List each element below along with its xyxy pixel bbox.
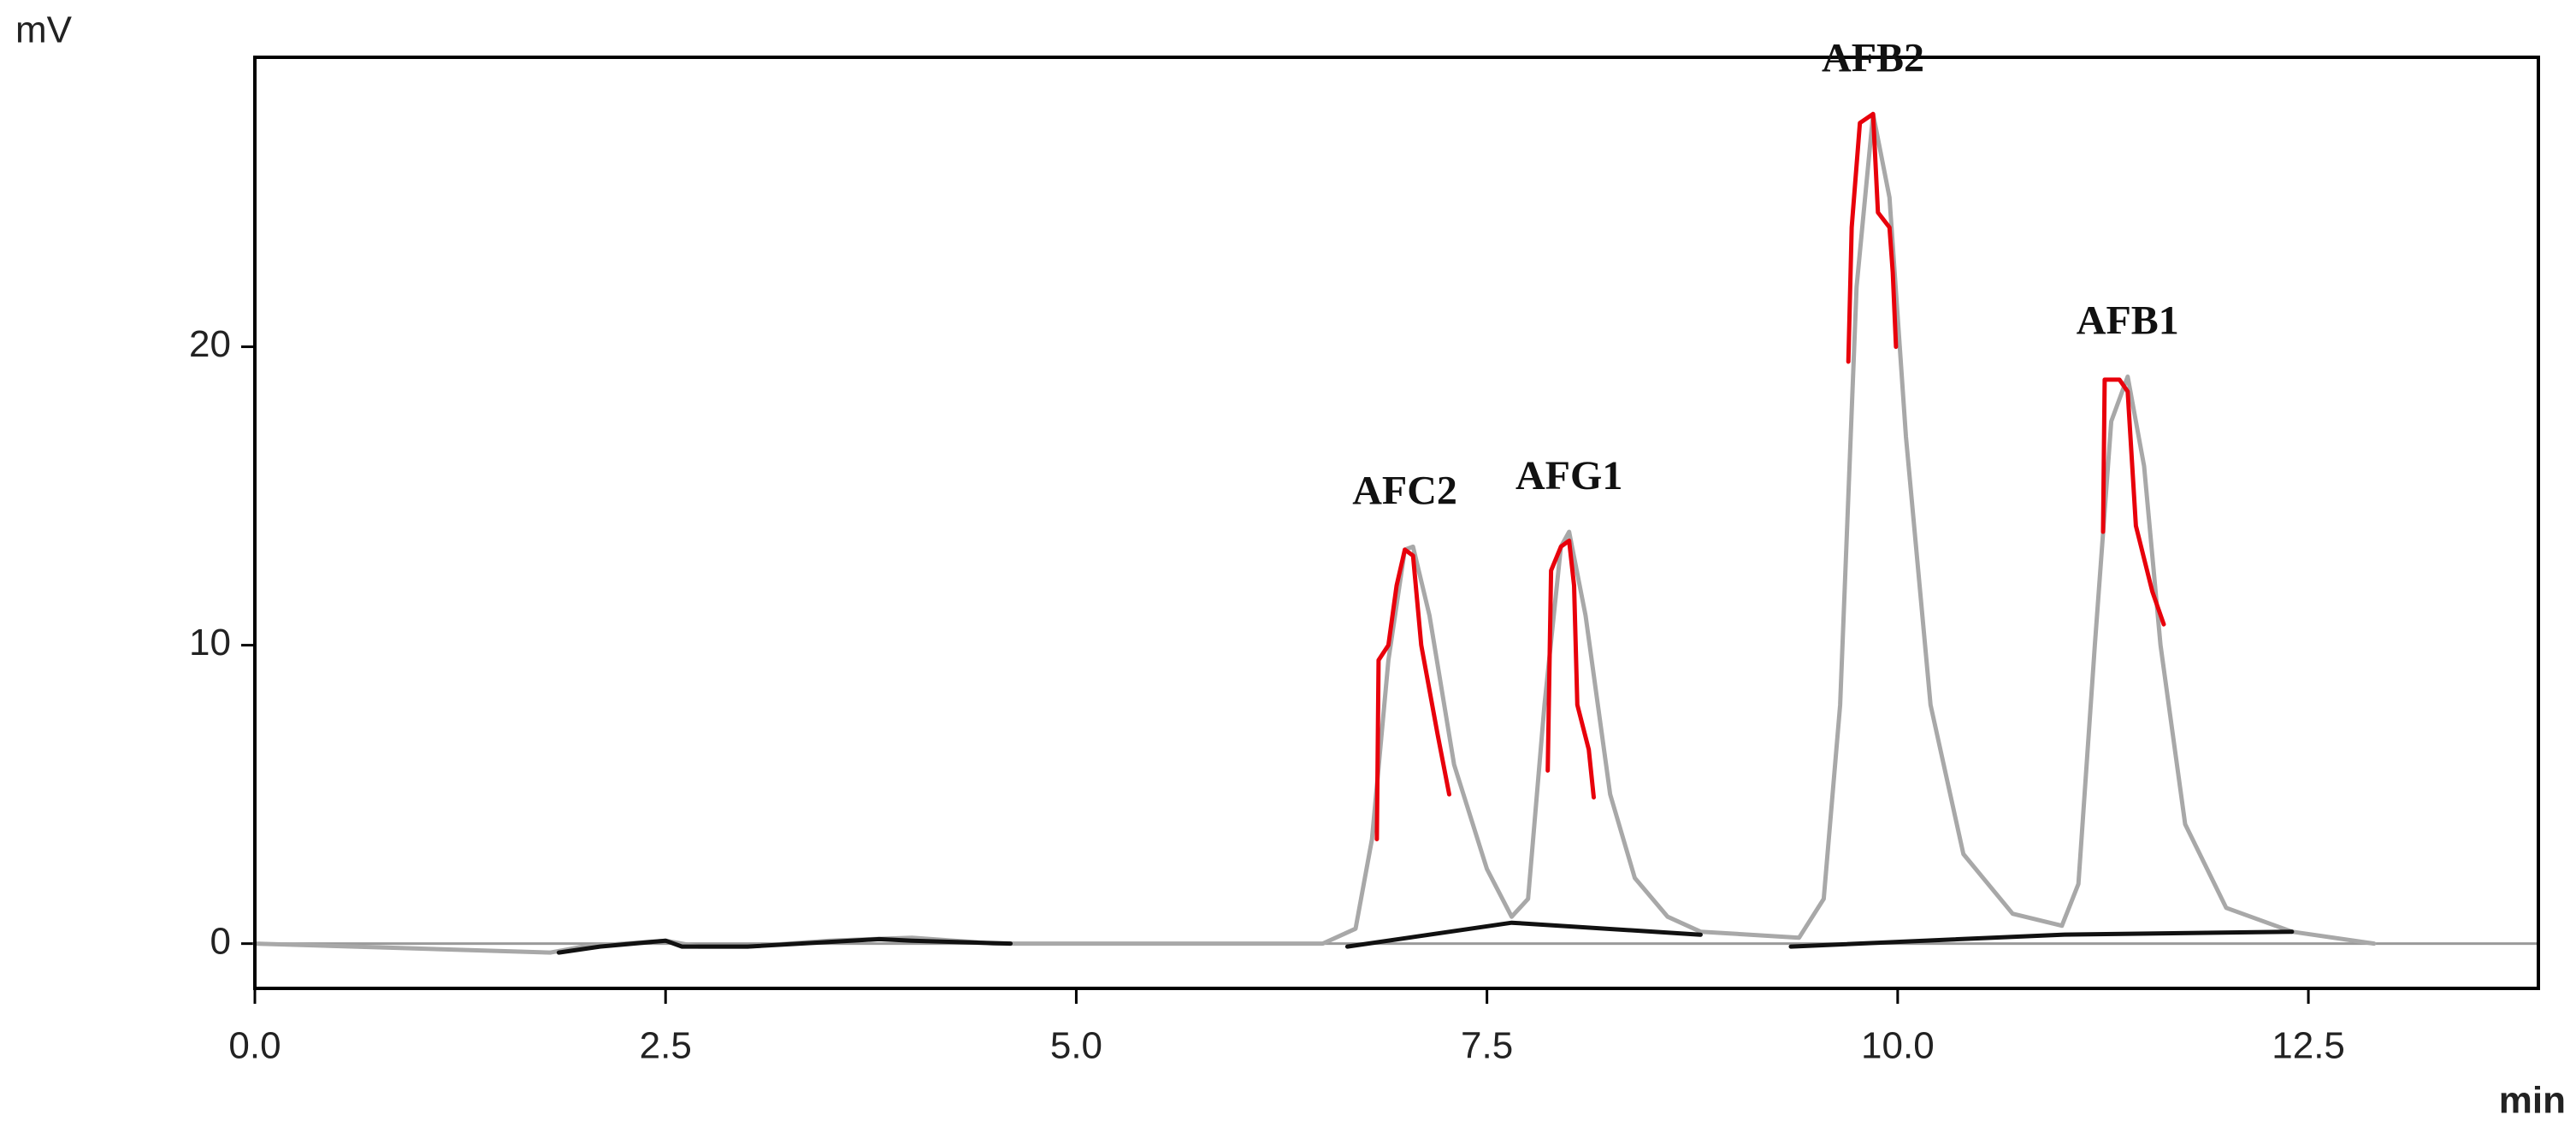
x-tick-label: 12.5 [2272, 1025, 2345, 1067]
peak-label: AFC2 [1352, 468, 1457, 513]
plot-frame [253, 56, 2540, 990]
trace-line [1788, 929, 2295, 949]
peak-label: AFB1 [2077, 298, 2179, 343]
x-tick-label: 10.0 [1861, 1025, 1935, 1067]
trace-line [1545, 538, 1596, 800]
y-tick-label: 0 [210, 920, 231, 962]
trace-line [1374, 547, 1451, 841]
peak-label: AFG1 [1515, 453, 1622, 498]
x-tick-label: 2.5 [640, 1025, 692, 1067]
trace-line [556, 936, 1013, 955]
x-axis-label: min [2499, 1080, 2566, 1122]
y-tick-label: 20 [189, 323, 231, 365]
x-tick-label: 0.0 [228, 1025, 281, 1067]
trace-line [1846, 111, 1899, 364]
trace-line [2100, 377, 2166, 627]
y-tick-label: 10 [189, 622, 231, 663]
y-axis-label: mV [15, 9, 73, 51]
x-tick-label: 7.5 [1461, 1025, 1513, 1067]
peak-label: AFB2 [1822, 35, 1924, 80]
x-tick-label: 5.0 [1050, 1025, 1102, 1067]
trace-line [1344, 920, 1703, 949]
